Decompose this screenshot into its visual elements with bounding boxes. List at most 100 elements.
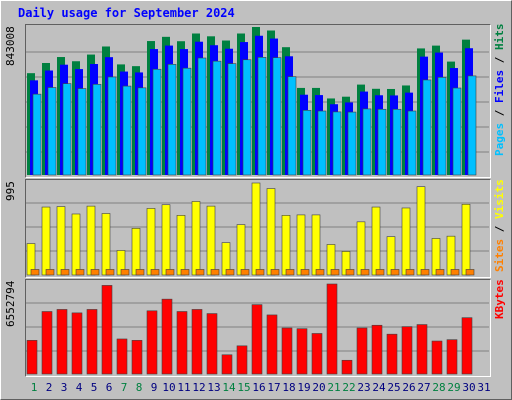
x-tick-label: 12 [192, 381, 206, 394]
x-tick-label: 17 [267, 381, 281, 394]
bar-pages [32, 93, 42, 176]
x-tick-label: 27 [417, 381, 431, 394]
bar-visits [131, 228, 141, 276]
bar-visits [281, 215, 291, 276]
bar-visits [251, 182, 261, 276]
bar-kbytes [446, 339, 458, 375]
bar-sites [450, 269, 460, 276]
x-tick-label: 10 [162, 381, 176, 394]
bar-kbytes [266, 314, 278, 375]
x-tick-label: 25 [387, 381, 401, 394]
bar-sites [255, 269, 265, 276]
x-tick-label: 2 [45, 381, 53, 394]
x-tick-label: 31 [477, 381, 491, 394]
bar-visits [311, 214, 321, 276]
bar-pages [227, 63, 237, 176]
bar-sites [300, 269, 310, 276]
bar-kbytes [206, 313, 218, 375]
bar-pages [452, 87, 462, 176]
bar-pages [302, 110, 312, 176]
bar-pages [332, 111, 342, 176]
bar-kbytes [251, 304, 263, 375]
bar-pages [182, 67, 192, 176]
bar-pages [92, 84, 102, 176]
bar-sites [210, 269, 220, 276]
bar-visits [146, 208, 156, 276]
bar-sites [135, 269, 145, 276]
bar-visits [56, 206, 66, 276]
bar-visits [206, 205, 216, 276]
bar-visits [296, 214, 306, 276]
x-tick-label: 11 [177, 381, 191, 394]
chart-title: Daily usage for September 2024 [18, 6, 235, 20]
bar-sites [60, 269, 70, 276]
bar-pages [62, 83, 72, 176]
bar-visits [236, 224, 246, 276]
bar-pages [212, 60, 222, 176]
bar-visits [371, 206, 381, 276]
x-tick-label: 18 [282, 381, 296, 394]
bar-sites [105, 269, 115, 276]
bar-sites [360, 269, 370, 276]
x-tick-label: 7 [120, 381, 128, 394]
bar-kbytes [41, 311, 53, 375]
bar-sites [150, 269, 160, 276]
bar-visits [176, 215, 186, 276]
bar-sites [375, 269, 385, 276]
x-tick-label: 21 [327, 381, 341, 394]
bar-kbytes [56, 309, 68, 375]
bar-kbytes [326, 283, 338, 375]
bar-kbytes [71, 312, 83, 375]
x-tick-label: 26 [402, 381, 416, 394]
bar-kbytes [416, 324, 428, 375]
bar-pages [437, 77, 447, 176]
bar-visits [191, 201, 201, 276]
x-tick-label: 28 [432, 381, 446, 394]
bar-kbytes [461, 317, 473, 375]
bar-pages [272, 57, 282, 176]
bar-pages [152, 68, 162, 176]
bar-pages [167, 64, 177, 176]
x-tick-label: 13 [207, 381, 221, 394]
bar-kbytes [221, 354, 233, 375]
bar-kbytes [101, 285, 113, 375]
bar-sites [405, 269, 415, 276]
bar-pages [137, 87, 147, 176]
bar-visits [401, 207, 411, 276]
x-tick-label: 6 [105, 381, 113, 394]
bar-sites [90, 269, 100, 276]
bar-kbytes [386, 333, 398, 375]
x-tick-label: 4 [75, 381, 83, 394]
bar-kbytes [401, 326, 413, 375]
bar-pages [392, 108, 402, 176]
bar-pages [362, 108, 372, 176]
bar-visits [416, 186, 426, 276]
bar-pages [317, 110, 327, 176]
bar-sites [165, 269, 175, 276]
bar-pages [257, 56, 267, 176]
bar-pages [422, 79, 432, 176]
bar-visits [161, 204, 171, 276]
bar-kbytes [236, 345, 248, 375]
bar-pages [377, 108, 387, 176]
bar-kbytes [161, 298, 173, 375]
bar-kbytes [86, 309, 98, 375]
bar-kbytes [296, 328, 308, 375]
bar-sites [390, 269, 400, 276]
x-tick-label: 30 [462, 381, 476, 394]
bar-sites [75, 269, 85, 276]
bar-visits [41, 206, 51, 276]
x-axis-day-labels: 1 2 3 4 5 6 7 8 9 10 11 12 13 14 15 16 17 18 19 20 21 22 23 24 2… [25, 380, 491, 396]
bar-sites [45, 269, 55, 276]
bar-kbytes [311, 333, 323, 375]
x-tick-label: 20 [312, 381, 326, 394]
bar-sites [420, 269, 430, 276]
bar-sites [345, 269, 355, 276]
bar-sites [465, 269, 475, 276]
x-tick-label: 3 [60, 381, 68, 394]
bar-kbytes [431, 340, 443, 375]
bar-sites [315, 269, 325, 276]
x-tick-label: 15 [237, 381, 251, 394]
bar-sites [120, 269, 130, 276]
